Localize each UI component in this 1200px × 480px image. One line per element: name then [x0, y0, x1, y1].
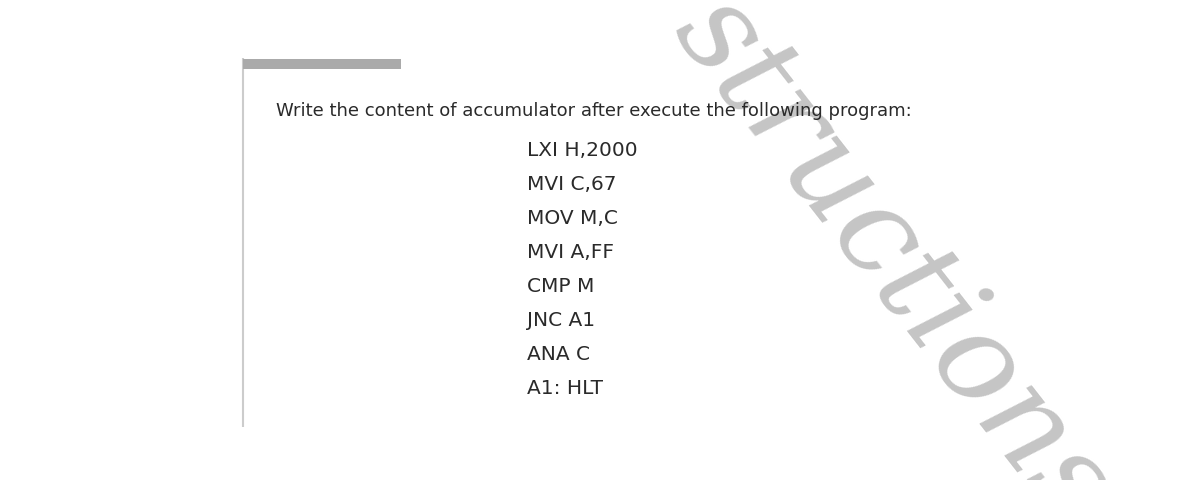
Text: structions: structions	[650, 0, 1138, 480]
FancyBboxPatch shape	[242, 60, 401, 69]
Text: Write the content of accumulator after execute the following program:: Write the content of accumulator after e…	[276, 102, 911, 120]
Text: LXI H,2000: LXI H,2000	[527, 141, 637, 160]
Text: A1: HLT: A1: HLT	[527, 379, 602, 398]
Text: JNC A1: JNC A1	[527, 311, 595, 330]
Text: CMP M: CMP M	[527, 277, 594, 296]
Text: ANA C: ANA C	[527, 345, 589, 364]
Text: MVI C,67: MVI C,67	[527, 175, 616, 194]
Text: MOV M,C: MOV M,C	[527, 209, 618, 228]
Text: MVI A,FF: MVI A,FF	[527, 243, 613, 262]
